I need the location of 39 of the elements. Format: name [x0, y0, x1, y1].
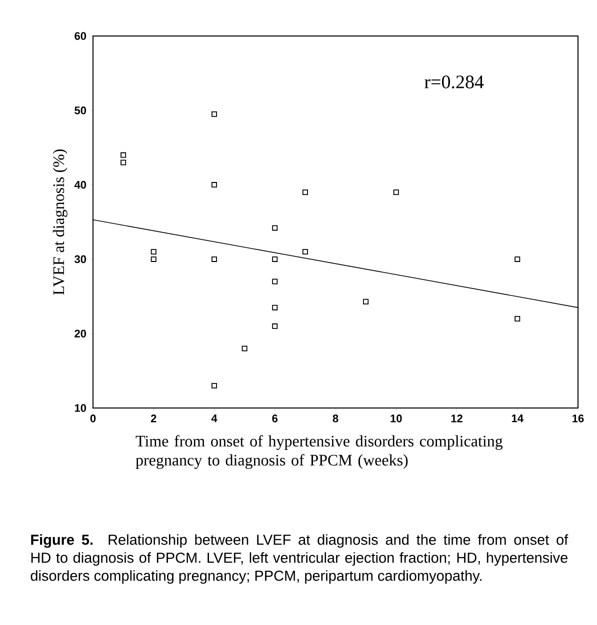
x-tick-label: 2 [150, 414, 156, 422]
point [272, 278, 278, 284]
point [212, 256, 217, 262]
point [120, 152, 126, 158]
x-tick-label: 12 [451, 414, 462, 422]
y-tick-label: 20 [74, 330, 86, 338]
point [272, 256, 278, 262]
point [212, 382, 217, 388]
y-tick-label: 40 [74, 180, 86, 189]
x-tick-label: 8 [332, 414, 338, 422]
point [514, 316, 520, 322]
x-tick-label: 4 [211, 414, 218, 422]
x-tick-label: 16 [572, 414, 584, 422]
point [242, 346, 248, 352]
point [212, 111, 217, 117]
x-tick-label: 0 [90, 414, 96, 422]
y-tick-label: 60 [74, 32, 86, 40]
y-tick-label: 30 [74, 255, 86, 264]
point [302, 249, 308, 255]
point [272, 323, 278, 329]
point [272, 304, 278, 310]
point [150, 256, 156, 262]
point [272, 225, 278, 231]
point [514, 256, 520, 262]
y-axis-title: LVEF at diagnosis (%) [52, 149, 68, 295]
x-axis-title: Time from onset of hypertensive disorders complicating pregnancy to diagnosis of PPCM (weeks) [136, 435, 503, 469]
text: Figure 5. Relationship between LVEF at diagnosis and the time from onset of HD to diagnosis of PPCM. LVEF, left ventricular ejection fraction; HD, hypertensive disorders complicating pregnancy; PPCM, peripartum cardiomyopathy. [30, 534, 568, 584]
x-tick-label: 6 [272, 414, 278, 422]
point [150, 249, 156, 255]
x-tick-label: 14 [512, 414, 524, 422]
annotation: r=0.284 [424, 76, 484, 88]
point [120, 160, 126, 166]
point [212, 182, 217, 188]
point [393, 189, 399, 195]
point [302, 189, 308, 195]
point [363, 298, 369, 304]
y-tick-label: 10 [74, 404, 86, 412]
x-tick-label: 10 [390, 414, 402, 422]
y-tick-label: 50 [74, 106, 86, 114]
